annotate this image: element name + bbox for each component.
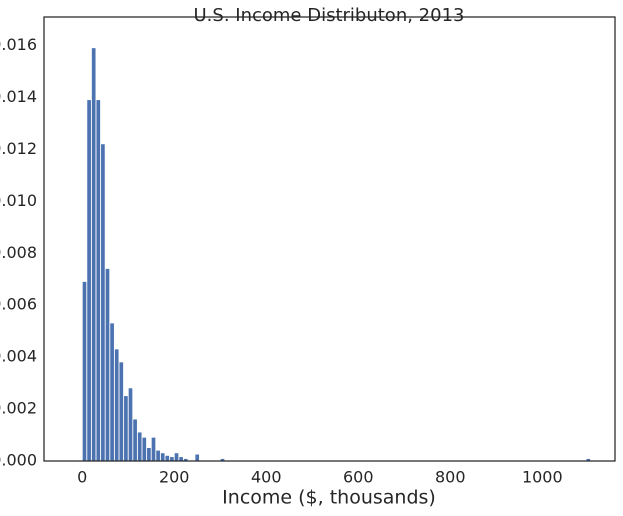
bar [183,458,188,461]
bar [82,281,87,461]
bar [91,48,96,461]
x-axis-label: Income ($, thousands) [222,487,436,509]
y-tick-label: 0.002 [0,399,37,418]
bar [101,144,105,461]
x-tick-label: 600 [343,468,374,487]
bar [124,396,128,461]
y-tick-label: 0.010 [0,191,37,210]
x-tick-label: 1000 [522,468,563,487]
bar [195,454,200,461]
y-tick-label: 0.012 [0,139,37,158]
y-tick-label: 0.008 [0,243,37,262]
x-tick-label: 800 [435,468,466,487]
bar [119,362,124,461]
bar [165,455,170,461]
bar [170,457,174,461]
bar [156,450,160,461]
x-tick-label: 0 [77,468,87,487]
bar [586,458,591,461]
bar [142,437,147,461]
bar [174,453,179,461]
bar [114,349,119,461]
bar [137,432,142,461]
y-tick-label: 0.016 [0,35,37,54]
bar [128,388,133,461]
bar [179,457,183,461]
bar [151,437,156,461]
bar [147,448,151,461]
y-tick-label: 0.014 [0,87,37,106]
bar [105,268,110,461]
chart-title: U.S. Income Distributon, 2013 [194,5,465,26]
plot-frame [43,16,616,462]
x-tick-label: 200 [159,468,190,487]
bar [220,458,225,461]
x-tick-label: 400 [251,468,282,487]
y-tick-label: 0.000 [0,451,37,470]
y-tick-label: 0.006 [0,295,37,314]
y-tick-label: 0.004 [0,347,37,366]
bar [87,100,91,462]
bar [110,323,114,461]
bar [133,419,137,461]
bar [96,100,101,462]
bar [160,453,165,461]
